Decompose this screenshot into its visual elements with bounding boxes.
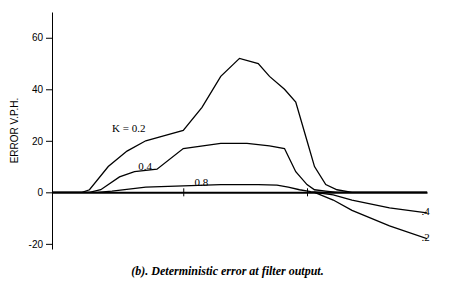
y-axis: -20 0 20 40 60 [29,13,53,250]
x-tick-mark [307,188,308,196]
y-tick-mark [46,89,52,90]
title: (b). Deterministic error at filter outpu… [131,264,323,278]
series-line [52,143,427,192]
annotations: K = 0.2 0.4 0.8 .4 .2 [112,122,430,243]
annotation: .4 [421,205,430,217]
chart: -20 0 20 40 60 K = 0.2 0.4 0.8 .4 .2 ERROR V.P.H. (… [0,0,455,285]
y-tick-label: 20 [32,136,44,147]
y-tick-label: 0 [37,187,43,198]
y-tick: 0 [37,187,52,198]
y-tick-mark [46,38,52,39]
y-tick-mark [46,192,52,193]
series-line [315,192,428,238]
y-tick-label: -20 [29,239,44,250]
x-tick [307,188,308,196]
y-tick-mark [46,141,52,142]
series-line [52,58,427,192]
annotation: K = 0.2 [112,122,145,134]
y-tick: 40 [32,84,52,95]
annotation: .2 [421,231,429,243]
annotation: 0.4 [138,160,152,172]
y-tick-label: 60 [32,32,44,43]
y-tick: 20 [32,136,52,147]
x-tick-mark [183,188,184,196]
y-tick: -20 [29,239,52,250]
series-line [52,185,427,193]
lines [52,58,427,238]
y-tick-label: 40 [32,84,44,95]
y-axis-title: ERROR V.P.H. [9,98,20,164]
annotation: 0.8 [195,176,209,188]
y-tick-mark [46,244,52,245]
y-tick: 60 [32,32,52,43]
y-axis-line [52,13,53,250]
x-tick [183,188,184,196]
plot: -20 0 20 40 60 K = 0.2 0.4 0.8 .4 .2 [29,13,431,250]
series-line [315,192,428,213]
